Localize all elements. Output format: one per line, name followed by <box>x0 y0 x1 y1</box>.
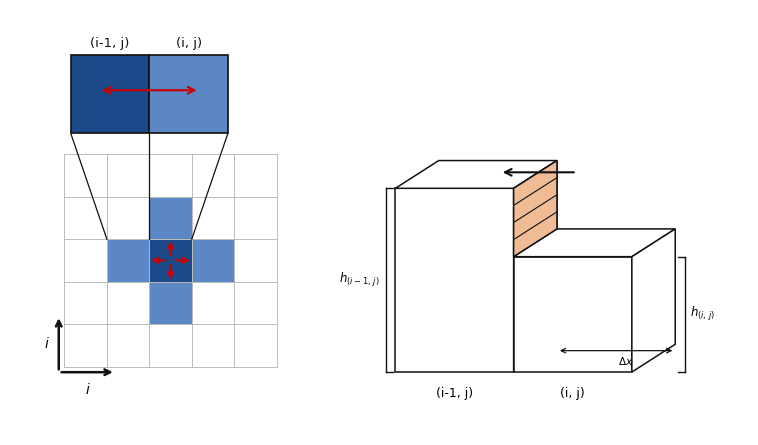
Text: i: i <box>85 383 89 397</box>
Bar <box>149 282 192 324</box>
Bar <box>234 324 277 367</box>
Text: i: i <box>44 337 49 351</box>
Bar <box>64 239 107 282</box>
Bar <box>70 55 149 134</box>
Bar <box>192 239 234 282</box>
Bar <box>149 197 192 239</box>
Bar <box>149 282 192 324</box>
Bar <box>192 197 234 239</box>
Text: $h_{(i,\,j)}$: $h_{(i,\,j)}$ <box>690 305 715 324</box>
Text: (i, j): (i, j) <box>176 37 202 50</box>
Bar <box>107 282 149 324</box>
Bar <box>234 239 277 282</box>
Polygon shape <box>514 229 675 257</box>
Text: $\Delta x$: $\Delta x$ <box>618 355 634 367</box>
Bar <box>107 197 149 239</box>
Bar <box>149 239 192 282</box>
Bar <box>149 197 192 239</box>
Bar <box>107 324 149 367</box>
Bar <box>64 197 107 239</box>
Bar <box>192 154 234 197</box>
Bar <box>192 282 234 324</box>
Bar <box>149 55 228 134</box>
Bar <box>107 239 149 282</box>
Bar <box>149 324 192 367</box>
Text: (i-1, j): (i-1, j) <box>90 37 130 50</box>
Bar <box>107 239 149 282</box>
Bar <box>64 324 107 367</box>
Bar <box>64 154 107 197</box>
Bar <box>234 197 277 239</box>
Bar <box>234 154 277 197</box>
Bar <box>149 154 192 197</box>
Polygon shape <box>396 161 557 188</box>
Bar <box>64 282 107 324</box>
Text: (i-1, j): (i-1, j) <box>436 387 473 400</box>
Text: (i, j): (i, j) <box>560 387 585 400</box>
Polygon shape <box>514 161 557 372</box>
Bar <box>192 324 234 367</box>
Bar <box>234 282 277 324</box>
Bar <box>396 188 514 372</box>
Polygon shape <box>514 161 557 257</box>
Polygon shape <box>632 229 675 372</box>
Text: $h_{(i-1,\,j)}$: $h_{(i-1,\,j)}$ <box>339 271 380 289</box>
Bar <box>192 239 234 282</box>
Bar <box>149 239 192 282</box>
Bar <box>107 154 149 197</box>
Bar <box>514 257 632 372</box>
